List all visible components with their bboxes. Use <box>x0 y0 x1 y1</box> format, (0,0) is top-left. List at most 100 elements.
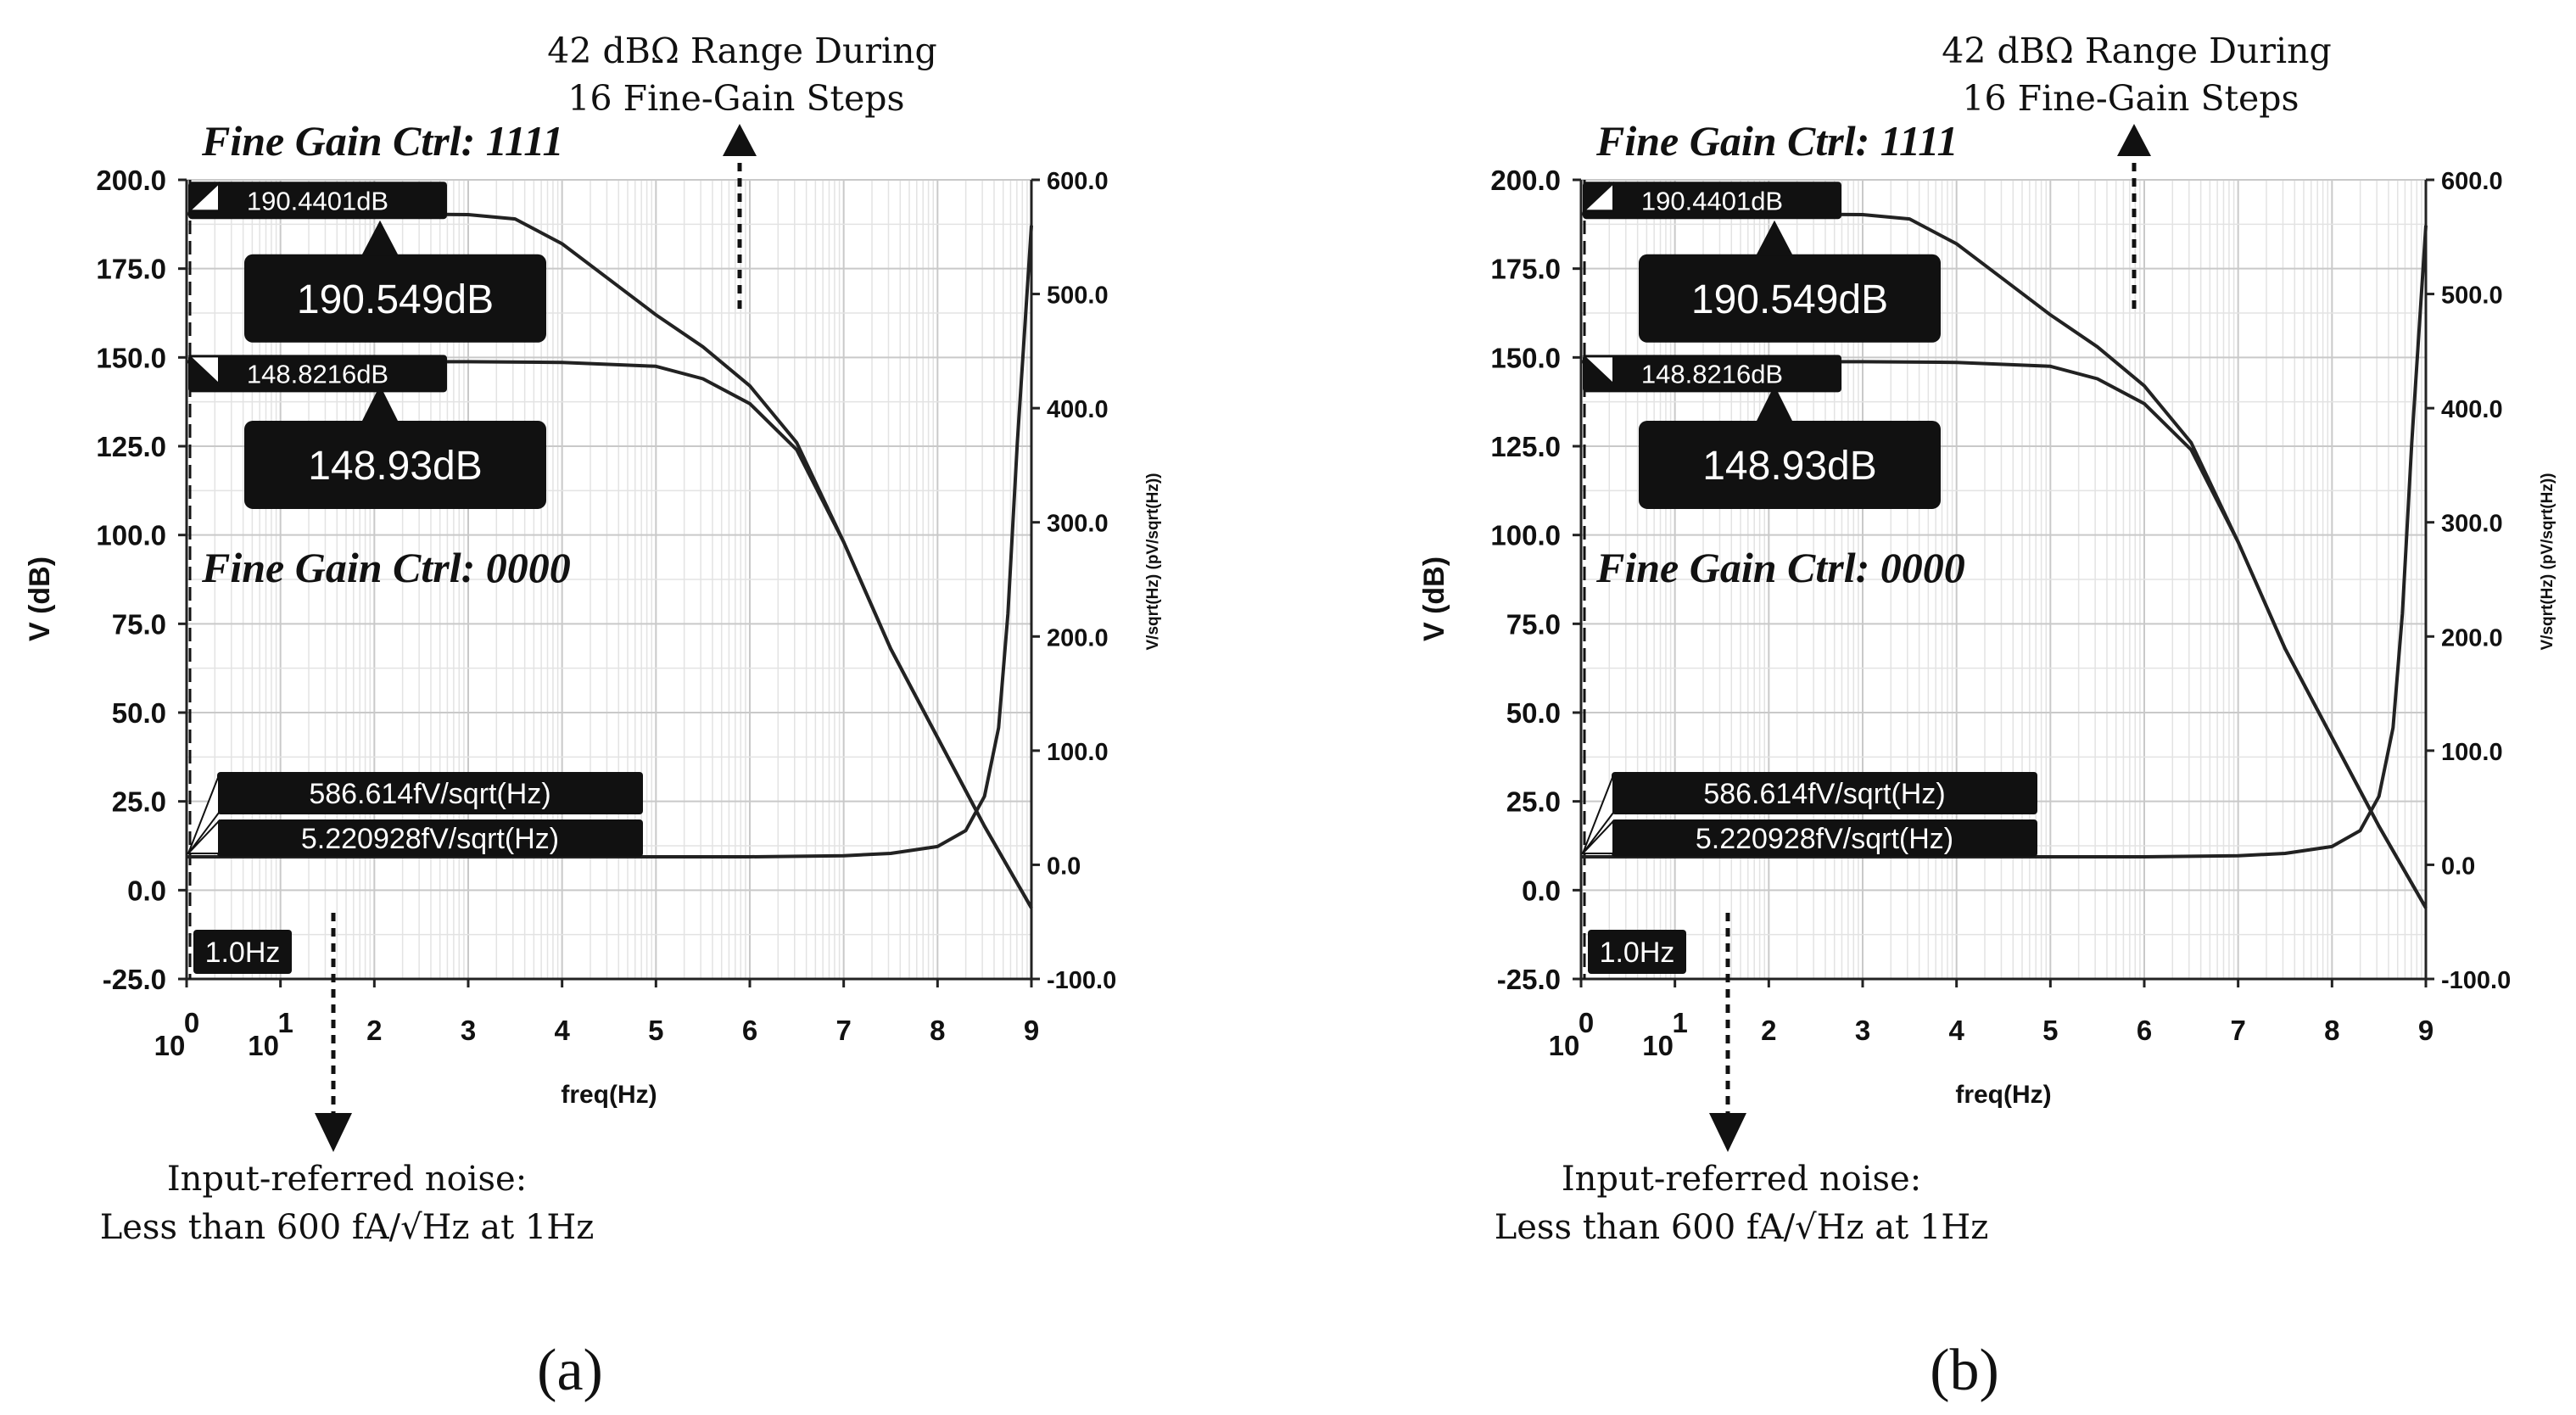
marker-text: 148.8216dB <box>1641 360 1783 389</box>
y-left-tick-label: 0.0 <box>1522 875 1561 906</box>
panel-b: 200.0175.0150.0125.0100.075.050.025.00.0… <box>1418 31 2556 1403</box>
y-left-tick-label: 25.0 <box>112 786 166 818</box>
panel-a-fine-gain-1111: Fine Gain Ctrl: 1111 <box>201 117 564 165</box>
y-left-tick-label: 100.0 <box>1490 520 1561 551</box>
y-left-tick-label: 200.0 <box>96 165 166 196</box>
x-tick-label: 2 <box>366 1015 382 1046</box>
marker-text: 190.549dB <box>297 277 494 322</box>
marker-label: 586.614fV/sqrt(Hz) <box>187 772 643 854</box>
marker-label: 148.93dB <box>1639 384 1941 509</box>
x-tick-label: 2 <box>1761 1015 1776 1046</box>
panel-b-range-arrowhead <box>2117 124 2151 156</box>
marker-box <box>188 182 447 220</box>
panel-a-range-line2: 16 Fine-Gain Steps <box>567 78 904 119</box>
marker-text: 190.4401dB <box>1641 186 1783 215</box>
marker-label: 148.93dB <box>244 384 546 509</box>
marker-box <box>1583 355 1841 393</box>
y-right-tick-label: 0.0 <box>2441 853 2475 880</box>
marker-box <box>193 930 292 974</box>
marker-text: 5.220928fV/sqrt(Hz) <box>1696 823 1953 855</box>
y-right-tick-label: 200.0 <box>2441 624 2503 652</box>
marker-text: 148.93dB <box>308 444 483 489</box>
marker-box <box>1639 420 1941 509</box>
panel-a-markers: 190.4401dB 148.8216dB 190.549dB 148.93dB 586… <box>186 181 643 974</box>
panel-b-y-left-title: V (dB) <box>1418 556 1450 641</box>
marker-box <box>217 819 643 858</box>
panel-a-noise-arrowhead <box>315 1113 352 1152</box>
marker-label: 148.8216dB <box>1582 355 1841 393</box>
y-right-tick-label: -100.0 <box>2441 967 2511 994</box>
y-right-tick-label: 200.0 <box>1047 624 1109 652</box>
y-left-tick-label: 0.0 <box>127 875 166 906</box>
x-tick-label-base: 10 <box>1642 1030 1674 1061</box>
panel-a-plot-frame <box>185 180 1033 981</box>
marker-label: 1.0Hz <box>1588 930 1686 974</box>
y-left-tick-label: 150.0 <box>1490 342 1561 373</box>
marker-box <box>217 772 643 815</box>
marker-label: 190.549dB <box>244 220 546 343</box>
panel-b-left-ticks: 200.0 175.0 150.0 125.0 100.0 75.0 50.0 25.0 0.0… <box>1490 165 1581 995</box>
panel-a-x-title: freq(Hz) <box>561 1081 657 1109</box>
y-left-tick-label: 125.0 <box>96 431 166 462</box>
panel-b-range-line2: 16 Fine-Gain Steps <box>1962 78 2299 119</box>
marker-box <box>244 254 546 343</box>
x-tick-label: 5 <box>648 1015 663 1046</box>
y-left-tick-label: 75.0 <box>112 608 166 640</box>
panel-a-left-ticks: 200.0 175.0 150.0 125.0 100.0 75.0 50.0 25.0 0.0… <box>96 165 187 995</box>
x-tick-label: 4 <box>554 1015 570 1046</box>
marker-box <box>1583 182 1841 220</box>
marker-pointer <box>1756 384 1793 422</box>
y-left-tick-label: -25.0 <box>103 964 166 995</box>
panel-b-markers: 190.4401dB 148.8216dB 190.549dB 148.93dB 586… <box>1580 181 2037 974</box>
y-right-tick-label: 100.0 <box>2441 739 2503 766</box>
x-tick-label-exponent: 1 <box>1672 1007 1687 1038</box>
panel-a-right-ticks: 600.0 500.0 400.0 300.0 200.0 100.0 0.0 -100.0 <box>1031 168 1116 994</box>
panel-b-x-title: freq(Hz) <box>1955 1081 2051 1109</box>
x-tick-label: 9 <box>2418 1015 2434 1046</box>
marker-pointer <box>1582 355 1614 386</box>
panel-a-label: (a) <box>537 1338 603 1403</box>
marker-label: 1.0Hz <box>193 930 292 974</box>
marker-text: 1.0Hz <box>205 937 281 969</box>
panel-b-plot-frame <box>1579 180 2428 981</box>
marker-pointer <box>361 384 399 422</box>
x-tick-label-base: 10 <box>154 1030 186 1061</box>
x-tick-label: 6 <box>742 1015 757 1046</box>
y-right-tick-label: 500.0 <box>1047 282 1109 310</box>
x-tick-label-base: 10 <box>248 1030 279 1061</box>
y-right-tick-label: 100.0 <box>1047 739 1109 766</box>
marker-label: 190.549dB <box>1639 220 1941 343</box>
panel-b-y-right-title: V/sqrt(Hz) (pV/sqrt(Hz)) <box>2539 473 2556 651</box>
panel-a-y-left-title: V (dB) <box>24 556 56 641</box>
marker-pointer <box>1582 181 1614 212</box>
y-left-tick-label: 150.0 <box>96 342 166 373</box>
panel-a-range-line1: 42 dBΩ Range During <box>547 31 936 71</box>
x-tick-label: 3 <box>1855 1015 1870 1046</box>
panel-a: 200.0175.0150.0125.0100.075.050.025.00.0… <box>24 31 1162 1403</box>
y-right-tick-label: 0.0 <box>1047 853 1081 880</box>
marker-label: 586.614fV/sqrt(Hz) <box>1582 772 2037 854</box>
panel-b-noise-line2: Less than 600 fA/√Hz at 1Hz <box>1495 1208 1989 1247</box>
marker-pointer <box>1582 775 1614 854</box>
x-tick-label: 4 <box>1948 1015 1964 1046</box>
y-left-tick-label: 50.0 <box>1506 697 1561 729</box>
x-tick-label: 6 <box>2137 1015 2152 1046</box>
x-tick-label: 7 <box>2230 1015 2245 1046</box>
y-left-tick-label: 25.0 <box>1506 786 1561 818</box>
y-left-tick-label: 200.0 <box>1490 165 1561 196</box>
marker-pointer <box>187 181 220 212</box>
marker-pointer <box>1756 220 1793 256</box>
panel-a-range-arrowhead <box>723 124 757 156</box>
y-right-tick-label: 600.0 <box>2441 168 2503 195</box>
marker-label: 190.4401dB <box>1582 181 1841 220</box>
x-tick-label: 8 <box>930 1015 945 1046</box>
panel-b-noise-line1: Input-referred noise: <box>1562 1160 1921 1199</box>
marker-text: 190.549dB <box>1691 277 1888 322</box>
panel-b-right-ticks: 600.0 500.0 400.0 300.0 200.0 100.0 0.0 -100.0 <box>2426 168 2511 994</box>
y-right-tick-label: 600.0 <box>1047 168 1109 195</box>
y-right-tick-label: -100.0 <box>1047 967 1116 994</box>
marker-label: 5.220928fV/sqrt(Hz) <box>186 819 643 858</box>
marker-box <box>244 420 546 509</box>
panel-a-y-right-title: V/sqrt(Hz) (pV/sqrt(Hz)) <box>1144 473 1162 651</box>
